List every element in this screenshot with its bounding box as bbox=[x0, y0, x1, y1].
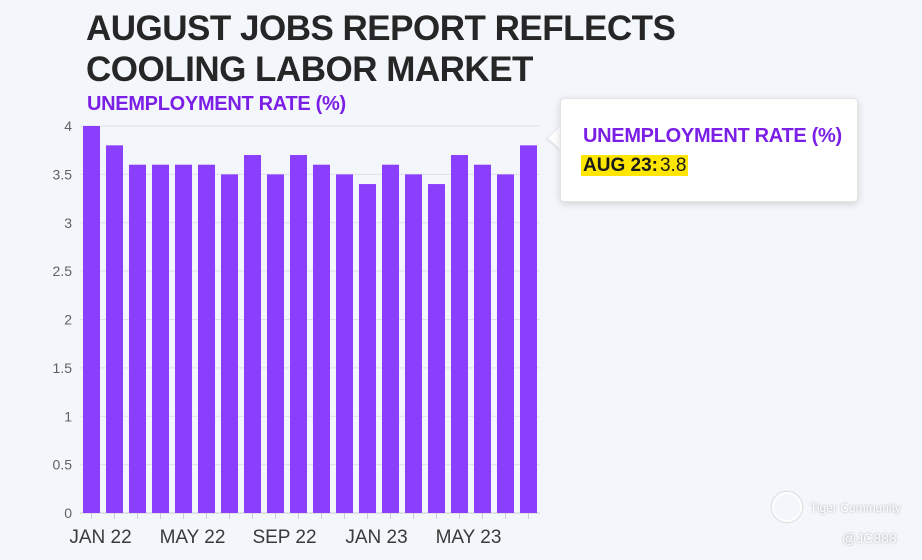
bar-mar-23[interactable] bbox=[404, 174, 423, 513]
x-axis-ticks bbox=[91, 513, 529, 519]
y-tick-label: 2.5 bbox=[53, 263, 73, 279]
tooltip-date: AUG 23: bbox=[581, 155, 660, 176]
grid-lines bbox=[80, 125, 540, 514]
tooltip-pointer bbox=[548, 126, 561, 150]
bar-jul-23[interactable] bbox=[496, 174, 515, 513]
watermark-handle: @JC888 bbox=[842, 530, 897, 546]
y-tick-label: 1.5 bbox=[53, 360, 73, 376]
y-axis-labels: 0 0.5 1 1.5 2 2.5 3 3.5 4 bbox=[53, 118, 73, 521]
bar-aug-22[interactable] bbox=[243, 155, 262, 513]
x-tick-label: JAN 23 bbox=[345, 527, 407, 548]
bar-oct-22[interactable] bbox=[289, 155, 308, 513]
data-tooltip: UNEMPLOYMENT RATE (%) AUG 23: 3.8 bbox=[560, 98, 858, 202]
chart-title: AUGUST JOBS REPORT REFLECTS COOLING LABO… bbox=[86, 9, 676, 89]
bar-apr-22[interactable] bbox=[151, 164, 170, 513]
y-tick-label: 0.5 bbox=[53, 457, 73, 473]
bar-jan-22[interactable] bbox=[82, 126, 101, 513]
x-axis-labels: JAN 22 MAY 22 SEP 22 JAN 23 MAY 23 bbox=[69, 527, 501, 548]
x-tick-label: MAY 22 bbox=[160, 527, 226, 548]
y-tick-label: 4 bbox=[64, 118, 72, 134]
bar-nov-22[interactable] bbox=[312, 164, 331, 513]
bar-may-22[interactable] bbox=[174, 164, 193, 513]
y-axis-title: UNEMPLOYMENT RATE (%) bbox=[87, 93, 346, 115]
bar-jan-23[interactable] bbox=[358, 184, 377, 514]
x-tick-label: JAN 22 bbox=[69, 527, 131, 548]
y-tick-label: 3.5 bbox=[53, 166, 73, 182]
tiger-logo-icon bbox=[772, 492, 802, 522]
bar-sep-22[interactable] bbox=[266, 174, 285, 513]
tooltip-value: 3.8 bbox=[657, 155, 689, 176]
watermark-name: Tiger Community bbox=[810, 501, 901, 515]
y-tick-label: 1 bbox=[64, 408, 72, 424]
bar-may-23[interactable] bbox=[450, 155, 469, 513]
tooltip-title: UNEMPLOYMENT RATE (%) bbox=[583, 125, 842, 147]
bar-apr-23[interactable] bbox=[427, 184, 446, 514]
tooltip-row: AUG 23: 3.8 bbox=[581, 155, 689, 177]
bar-feb-22[interactable] bbox=[105, 145, 124, 513]
bar-feb-23[interactable] bbox=[381, 164, 400, 513]
x-tick-label: MAY 23 bbox=[436, 527, 502, 548]
bars bbox=[82, 126, 538, 514]
y-tick-label: 3 bbox=[64, 215, 72, 231]
bar-jun-23[interactable] bbox=[473, 164, 492, 513]
y-tick-label: 0 bbox=[64, 505, 72, 521]
x-tick-label: SEP 22 bbox=[252, 527, 316, 548]
bar-jun-22[interactable] bbox=[197, 164, 216, 513]
y-tick-label: 2 bbox=[64, 312, 72, 328]
bar-aug-23[interactable] bbox=[519, 145, 538, 513]
bar-jul-22[interactable] bbox=[220, 174, 239, 513]
bar-dec-22[interactable] bbox=[335, 174, 354, 513]
bar-mar-22[interactable] bbox=[128, 164, 147, 513]
